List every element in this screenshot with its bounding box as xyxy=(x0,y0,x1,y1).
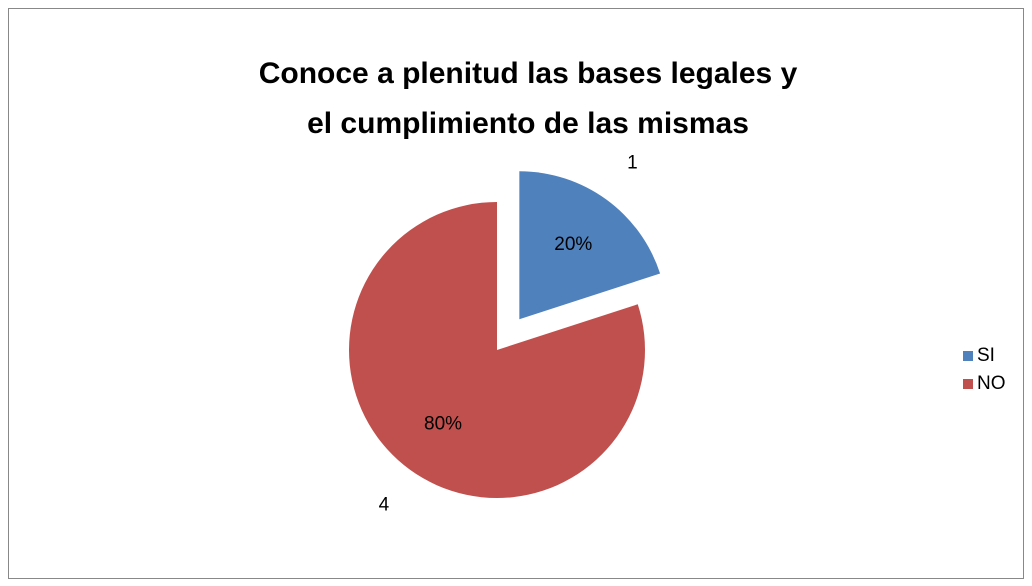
legend-swatch xyxy=(963,351,973,361)
legend-label: SI xyxy=(977,345,995,366)
value-label: 1 xyxy=(627,153,638,174)
percent-label: 80% xyxy=(424,413,462,434)
pie-slice xyxy=(349,202,645,499)
value-label: 4 xyxy=(379,495,390,516)
percent-label: 20% xyxy=(554,234,592,255)
chart-title: Conoce a plenitud las bases legales y el … xyxy=(259,57,798,140)
legend-swatch xyxy=(963,379,973,389)
pie-slice xyxy=(519,171,661,320)
legend-label: NO xyxy=(977,373,1006,394)
